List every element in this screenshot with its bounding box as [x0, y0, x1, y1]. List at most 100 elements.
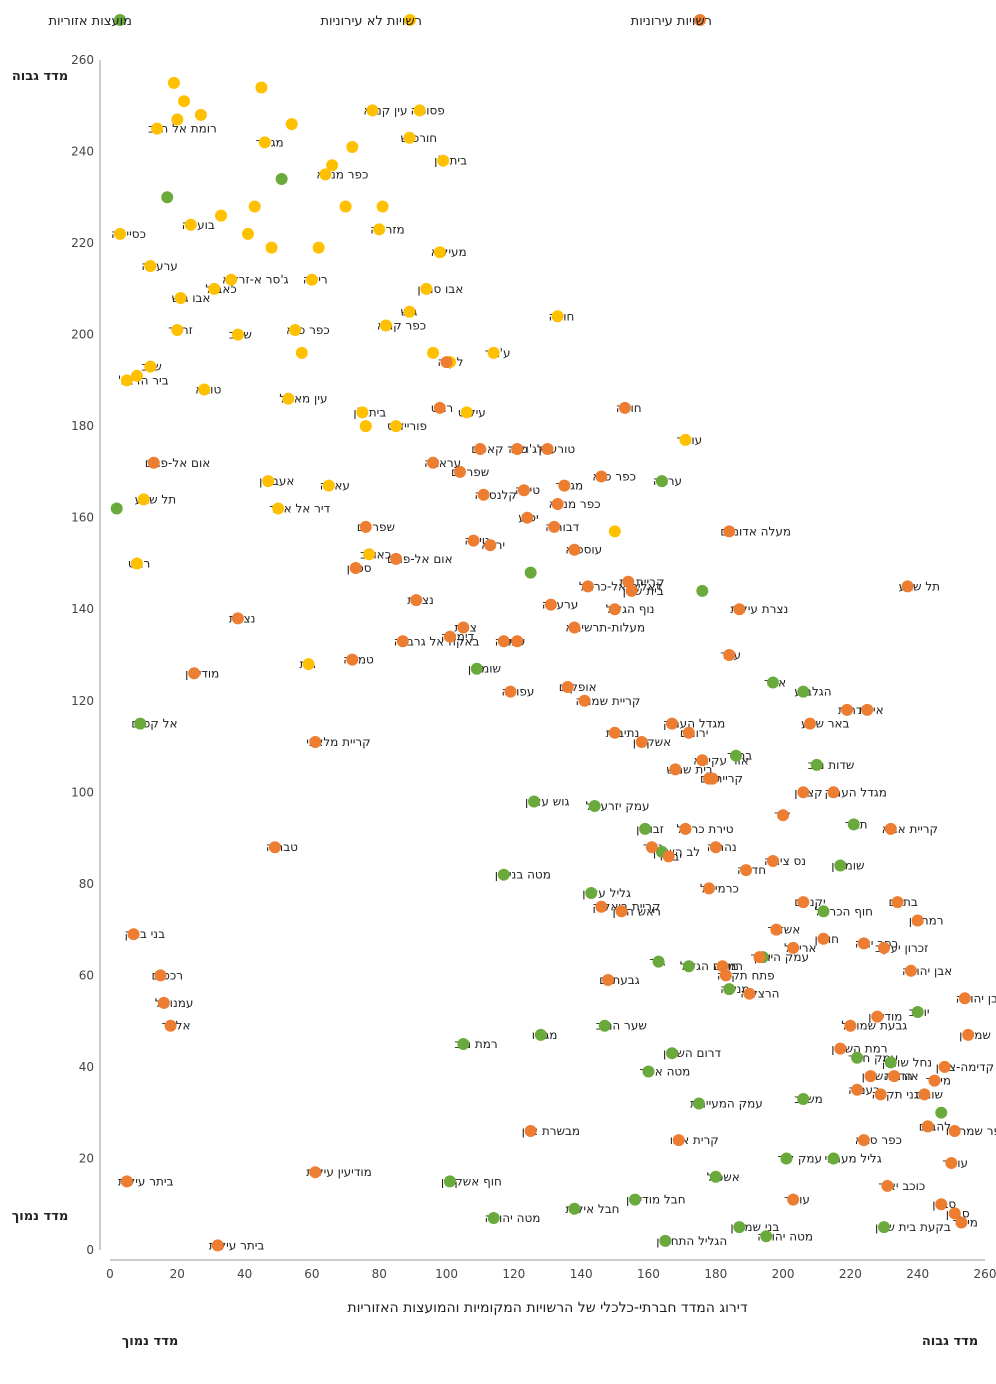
data-point [474, 443, 487, 456]
data-label: דאלית אל-כרמל [579, 579, 662, 593]
data-point [295, 346, 308, 359]
data-label: ביתר עילית [118, 1174, 174, 1188]
data-point [672, 1134, 685, 1147]
data-point [716, 960, 729, 973]
data-point [598, 1019, 611, 1032]
data-label: דיר אל אסד [269, 502, 330, 516]
data-point [834, 859, 847, 872]
data-point [120, 374, 133, 387]
data-point [666, 1047, 679, 1060]
data-point [349, 562, 362, 575]
data-point [312, 241, 325, 254]
y-tick-label: 100 [71, 785, 94, 799]
data-point [467, 534, 480, 547]
y-tick-label: 20 [79, 1151, 94, 1165]
y-tick-label: 180 [71, 419, 94, 433]
data-point [888, 1070, 901, 1083]
data-point [884, 1056, 897, 1069]
data-point [864, 1070, 877, 1083]
data-point [585, 887, 598, 899]
y-tick-label: 120 [71, 694, 94, 708]
data-point [847, 818, 860, 831]
data-label: ביתר עילית [209, 1238, 265, 1252]
data-point [147, 456, 160, 469]
data-label: באקה אל גרבייה [394, 634, 480, 648]
data-point [561, 681, 574, 694]
data-points [110, 76, 975, 1252]
data-point [487, 1211, 500, 1224]
data-point [608, 726, 621, 739]
data-point [682, 960, 695, 973]
y-axis-high-label: מדד גבוה [12, 69, 68, 84]
data-point [797, 896, 810, 909]
data-point [268, 841, 281, 854]
data-point [534, 1028, 547, 1041]
data-point [945, 1157, 958, 1170]
data-point [723, 983, 736, 996]
data-point [608, 603, 621, 616]
data-point [171, 113, 184, 126]
data-point [127, 928, 140, 941]
data-point [696, 584, 709, 597]
data-point [157, 996, 170, 1009]
data-point [309, 1166, 322, 1179]
x-tick-label: 0 [106, 1267, 114, 1281]
data-point [629, 1193, 641, 1206]
data-point [208, 282, 221, 295]
data-point [635, 735, 648, 748]
data-point [504, 685, 517, 698]
data-point [326, 159, 339, 172]
data-point [797, 786, 810, 799]
data-label: מגדל העמק [825, 785, 887, 799]
data-label: נצרת עילית [730, 602, 788, 616]
data-point [460, 406, 473, 419]
data-point [390, 420, 403, 433]
data-point [497, 868, 510, 881]
y-tick-label: 40 [79, 1060, 94, 1074]
data-label: טירת כרמל [676, 822, 733, 836]
plot-area: 0 20 40 60 80 100 120 140 160 180 200 220 240 260 0 20… [71, 53, 996, 1281]
data-point [652, 955, 665, 968]
data-point [390, 552, 403, 565]
data-point [437, 154, 450, 167]
data-point [955, 1216, 968, 1229]
y-tick-label: 60 [79, 968, 94, 982]
data-point [134, 717, 147, 730]
data-point [568, 1202, 581, 1215]
data-point [487, 346, 500, 359]
data-label: ג'סר א-זרקא [222, 273, 288, 287]
data-point [359, 520, 372, 533]
legend-label: רשויות לא עירוניות [320, 14, 422, 29]
data-point [511, 635, 524, 648]
data-point [427, 456, 440, 469]
data-point [804, 717, 816, 730]
data-point [679, 433, 692, 446]
data-point [878, 1221, 891, 1234]
data-point [827, 786, 840, 799]
data-point [484, 539, 497, 552]
data-point [958, 992, 971, 1005]
data-label: קריית ביאליק [592, 900, 660, 914]
data-label: גליל מערבי [825, 1151, 882, 1165]
data-point [272, 502, 285, 515]
data-label: חוף הכרמל [814, 904, 873, 918]
data-point [797, 1092, 810, 1105]
data-label: מטה יהודה [485, 1211, 541, 1225]
data-point [231, 612, 244, 625]
y-tick-label: 140 [71, 602, 94, 616]
y-axis-low-label: מדד נמוך [12, 1209, 69, 1224]
data-point [696, 754, 709, 767]
data-point [174, 292, 187, 304]
data-point [524, 566, 537, 579]
data-point [729, 749, 742, 762]
data-point [521, 511, 534, 524]
data-point [403, 305, 416, 318]
data-point [935, 1106, 948, 1119]
data-point [861, 703, 874, 716]
data-point [443, 630, 456, 643]
data-point [359, 420, 372, 433]
y-tick-label: 160 [71, 511, 94, 525]
data-point [679, 822, 692, 835]
data-point [911, 1006, 924, 1018]
data-point [578, 694, 591, 707]
